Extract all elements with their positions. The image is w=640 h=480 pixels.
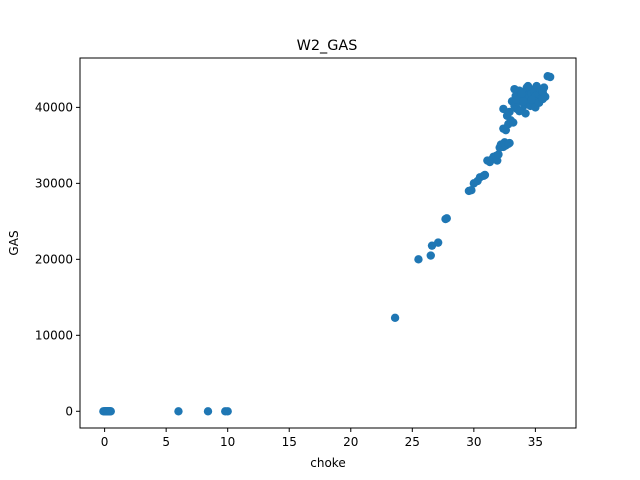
y-tick-label: 10000 xyxy=(35,328,73,342)
data-points xyxy=(99,72,555,416)
x-tick-label: 0 xyxy=(101,435,109,449)
plot-frame xyxy=(79,57,577,429)
y-tick-label: 0 xyxy=(65,404,73,418)
y-tick-label: 40000 xyxy=(35,100,73,114)
y-tick-label: 30000 xyxy=(35,176,73,190)
scatter-point xyxy=(539,83,549,92)
chart-title: W2_GAS xyxy=(297,38,358,54)
scatter-point xyxy=(106,407,115,416)
scatter-point xyxy=(467,185,476,195)
scatter-point xyxy=(510,84,519,94)
scatter-point xyxy=(545,72,555,82)
scatter-point xyxy=(523,81,533,91)
scatter-point xyxy=(174,407,183,416)
x-tick-label: 5 xyxy=(162,435,170,449)
scatter-point xyxy=(223,407,232,416)
scatter-point xyxy=(426,251,435,260)
scatter-point xyxy=(480,170,490,180)
scatter-point xyxy=(515,106,524,116)
scatter-point xyxy=(517,89,527,98)
x-tick-label: 35 xyxy=(528,435,543,449)
scatter-point xyxy=(518,97,528,106)
scatter-point xyxy=(390,313,400,323)
x-tick-label: 15 xyxy=(282,435,297,449)
scatter-point xyxy=(527,95,536,104)
x-axis-label: choke xyxy=(310,456,345,470)
y-tick-label: 20000 xyxy=(35,252,73,266)
x-tick-label: 10 xyxy=(220,435,235,449)
scatter-point xyxy=(505,138,514,148)
scatter-point xyxy=(203,407,213,416)
scatter-point xyxy=(433,238,443,247)
x-tick-label: 25 xyxy=(405,435,420,449)
x-tick-label: 30 xyxy=(466,435,481,449)
axis-ticks: 0 5 10 15 20 25 30 35 0 10000 20000 30000 40000 xyxy=(35,100,543,449)
scatter-point xyxy=(414,255,423,264)
scatter-point xyxy=(538,94,547,104)
y-axis-label: GAS xyxy=(7,230,21,255)
scatter-point xyxy=(442,214,451,223)
x-tick-label: 20 xyxy=(343,435,358,449)
scatter-point xyxy=(505,107,514,117)
scatter-point xyxy=(509,118,518,127)
scatter-point xyxy=(494,150,503,159)
